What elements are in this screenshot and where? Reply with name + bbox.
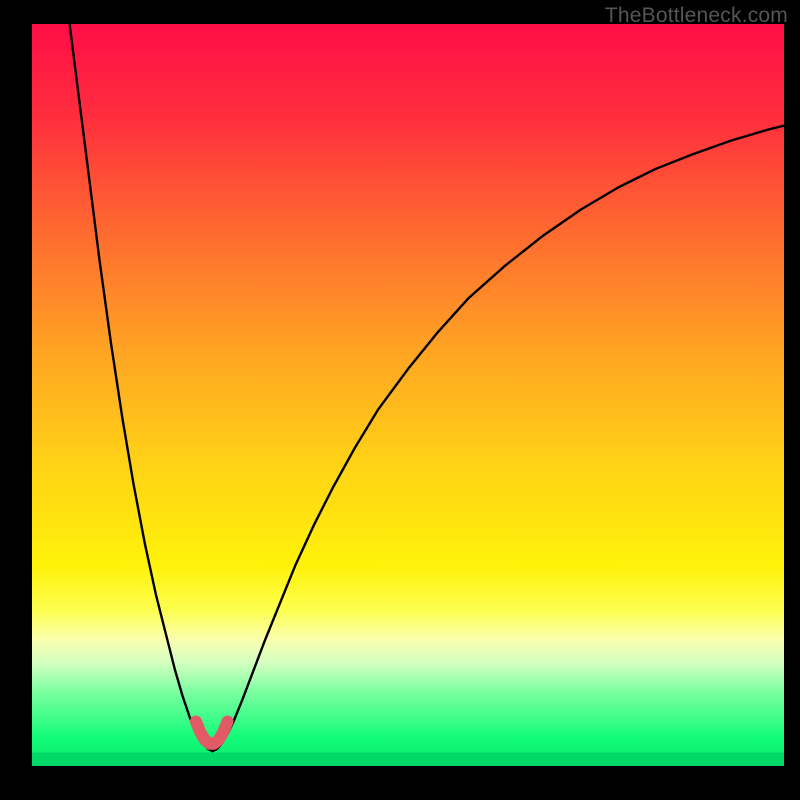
- plot-gradient-background: [32, 24, 784, 766]
- bottleneck-chart: [0, 0, 800, 800]
- bottom-green-strip: [32, 753, 784, 766]
- chart-root: TheBottleneck.com: [0, 0, 800, 800]
- watermark-text: TheBottleneck.com: [605, 4, 788, 28]
